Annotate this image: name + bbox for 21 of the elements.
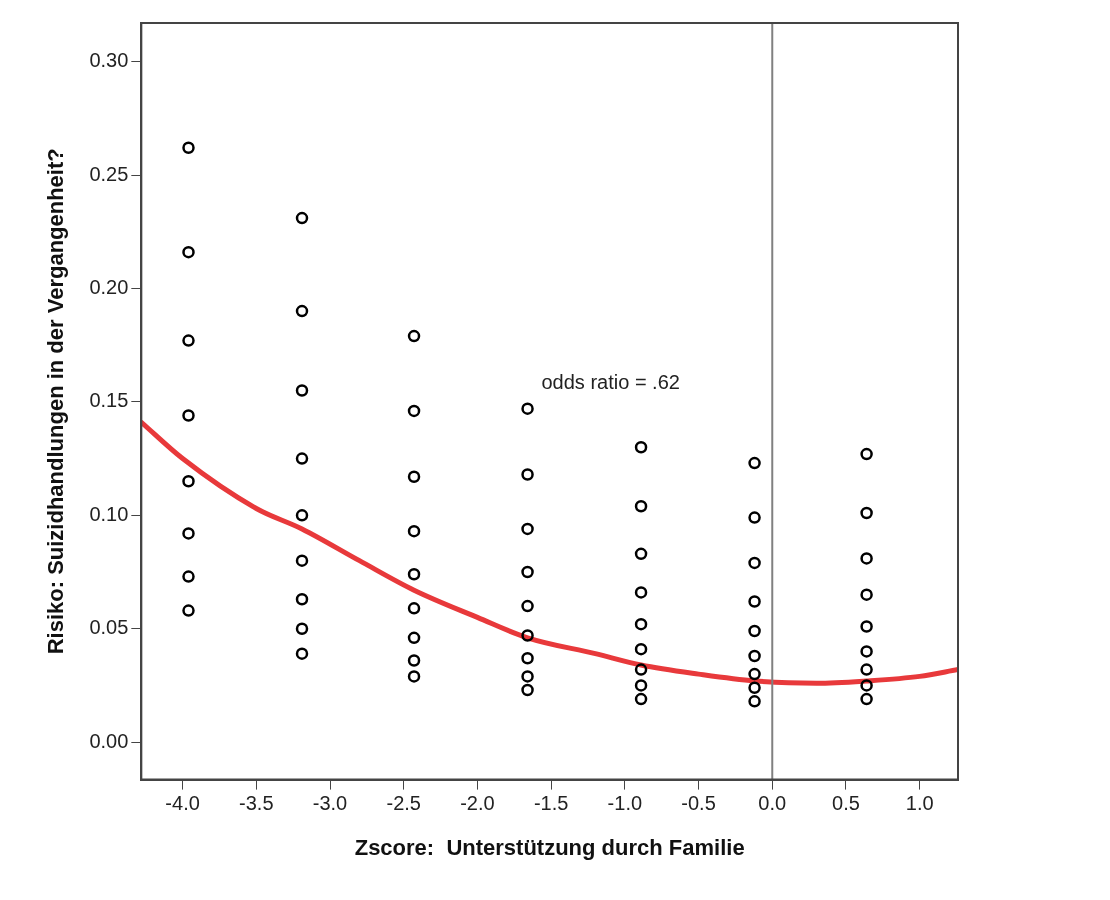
y-tick-label: 0.30 <box>89 49 129 72</box>
y-tick-label: 0.15 <box>89 389 129 412</box>
x-tick-label: -2.5 <box>386 792 421 815</box>
y-tick-label: 0.25 <box>89 162 129 185</box>
x-tick-label: -2.0 <box>460 792 495 815</box>
x-tick-label: -4.0 <box>165 792 200 815</box>
x-tick-label: 0.5 <box>832 792 860 815</box>
x-tick-label: 0.0 <box>758 792 787 815</box>
x-tick-label: -0.5 <box>681 792 716 815</box>
y-tick-label: 0.10 <box>89 502 129 525</box>
x-tick-label: -1.5 <box>533 792 569 815</box>
y-tick-label: 0.00 <box>89 729 129 752</box>
y-tick-label: 0.20 <box>89 275 129 298</box>
annotation: odds ratio = .62 <box>541 371 680 394</box>
x-tick-label: 1.0 <box>905 792 934 815</box>
x-axis-title: Zscore: Unterstützung durch Familie <box>354 834 745 860</box>
x-tick-label: -3.5 <box>239 792 274 815</box>
y-axis-title: Risiko: Suizidhandlungen in der Vergangenheit? <box>43 148 69 655</box>
y-tick-label: 0.05 <box>89 616 129 639</box>
x-tick-label: -3.0 <box>312 792 348 815</box>
x-tick-label: -1.0 <box>607 792 643 815</box>
